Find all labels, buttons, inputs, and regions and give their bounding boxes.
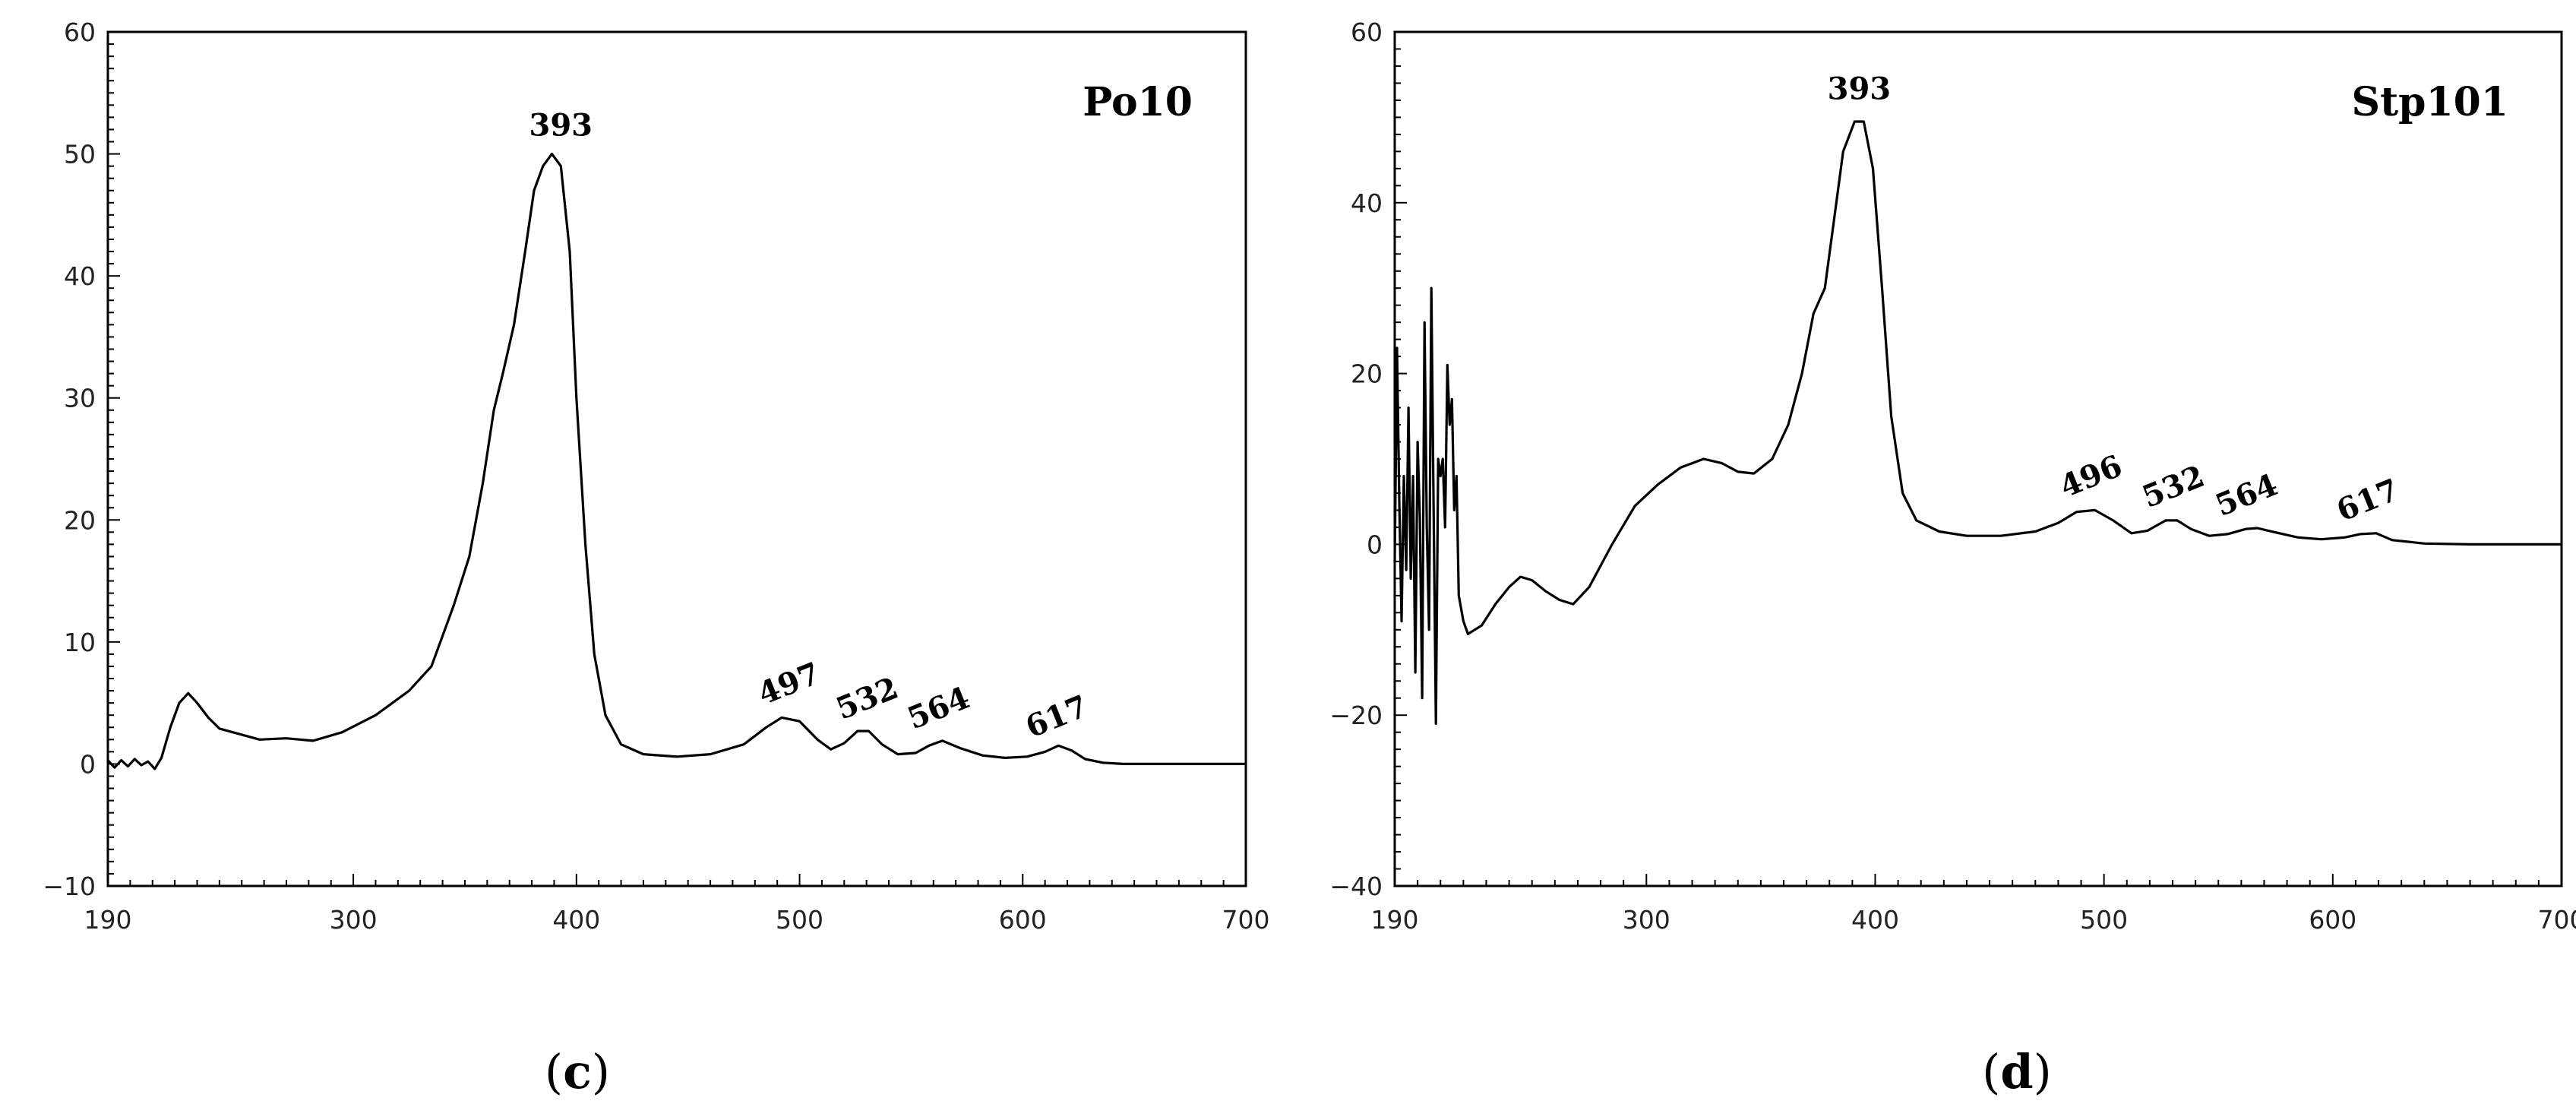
spectrum-line-po10 xyxy=(106,153,1246,770)
peak-label-617: 617 xyxy=(1021,688,1093,745)
plot-frame xyxy=(106,30,1247,887)
x-tick-label: 500 xyxy=(2080,905,2128,935)
peak-label-617: 617 xyxy=(2331,472,2404,529)
caption-open-paren: ( xyxy=(545,1044,563,1099)
peak-label-496: 496 xyxy=(2055,448,2127,505)
x-axis-ticks: 190 300 400 500 600 700 xyxy=(84,874,1270,935)
sample-label: Po10 xyxy=(1083,79,1193,125)
x-tick-label: 300 xyxy=(330,905,378,935)
x-tick-label: 190 xyxy=(1371,905,1419,935)
peak-label-564: 564 xyxy=(2211,467,2283,524)
x-tick-label: 700 xyxy=(2538,905,2576,935)
x-tick-label: 600 xyxy=(999,905,1047,935)
caption-close-paren: ) xyxy=(592,1044,610,1099)
peak-label-497: 497 xyxy=(753,655,825,712)
y-tick-label: 20 xyxy=(1351,359,1383,389)
x-axis-ticks: 190 300 400 500 600 700 xyxy=(1371,874,2576,935)
x-tick-label: 300 xyxy=(1623,905,1670,935)
caption-letter: c xyxy=(563,1044,592,1099)
x-tick-label: 190 xyxy=(84,905,132,935)
y-tick-label: 30 xyxy=(64,384,96,413)
sample-label: Stp101 xyxy=(2352,79,2508,125)
y-tick-label: 0 xyxy=(80,749,96,779)
y-axis-ticks: −10 0 10 20 30 40 50 60 xyxy=(43,17,120,901)
peak-label-532: 532 xyxy=(2137,458,2209,515)
y-tick-label: 0 xyxy=(1367,530,1383,559)
x-tick-label: 500 xyxy=(776,905,823,935)
panel-caption: (d) xyxy=(1982,1044,2052,1099)
y-tick-label: 60 xyxy=(1351,17,1383,47)
y-tick-label: 10 xyxy=(64,628,96,657)
x-tick-label: 400 xyxy=(1851,905,1899,935)
x-tick-label: 400 xyxy=(552,905,600,935)
caption-letter: d xyxy=(2000,1044,2033,1099)
caption-close-paren: ) xyxy=(2034,1044,2052,1099)
x-tick-label: 600 xyxy=(2309,905,2356,935)
chart-panel-c: −10 0 10 20 30 40 50 60 190 300 400 500 600 700 393 4… xyxy=(43,17,1269,1099)
y-tick-label: 60 xyxy=(64,17,96,47)
peak-label-564: 564 xyxy=(902,680,975,737)
y-tick-label: 40 xyxy=(1351,188,1383,218)
y-tick-label: 50 xyxy=(64,140,96,169)
peak-label-393: 393 xyxy=(1828,71,1892,106)
peak-labels: 393 496 532 564 617 xyxy=(1828,71,2404,528)
y-tick-label: −10 xyxy=(43,872,96,901)
y-tick-label: 40 xyxy=(64,261,96,291)
spectrum-line-stp101 xyxy=(1393,120,2562,725)
y-tick-label: −20 xyxy=(1329,701,1383,730)
panel-caption: (c) xyxy=(545,1044,610,1099)
y-tick-label: 20 xyxy=(64,505,96,535)
caption-open-paren: ( xyxy=(1982,1044,2000,1099)
y-tick-label: −40 xyxy=(1329,872,1383,901)
peak-label-393: 393 xyxy=(529,108,593,144)
x-tick-label: 700 xyxy=(1222,905,1270,935)
peak-label-532: 532 xyxy=(831,670,903,727)
plot-frame xyxy=(1393,30,2563,887)
